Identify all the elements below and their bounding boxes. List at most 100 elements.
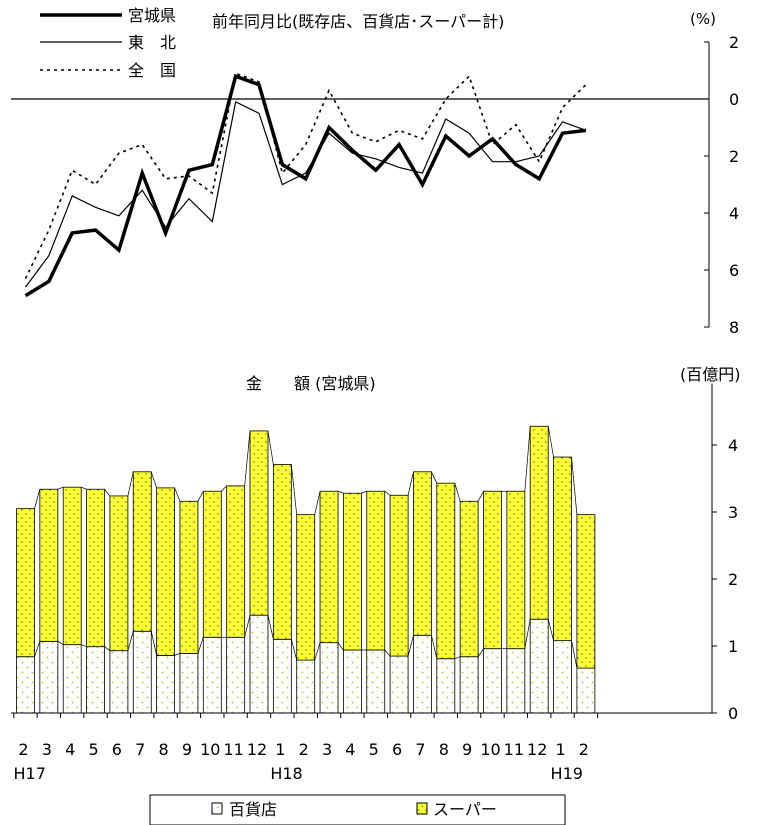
series-connector [81, 644, 87, 647]
series-connector [337, 642, 344, 651]
series-connector [34, 641, 41, 657]
bar-supermarket [156, 487, 176, 656]
line-chart-title: 前年同月比(既存店、百貨店･スーパー計) [212, 12, 504, 31]
series-connector [291, 464, 298, 515]
series-connector [407, 635, 414, 657]
series-connector [244, 430, 251, 486]
series-connector [524, 426, 531, 492]
bar-department [62, 644, 82, 714]
bar-x-tick-label: 4 [65, 740, 75, 759]
series-connector [104, 646, 111, 651]
bar-department [459, 656, 479, 714]
era-label: H18 [270, 764, 302, 783]
bar-x-tick-label: 11 [504, 740, 524, 759]
bar-y-tick-label: 4 [728, 436, 738, 455]
line-y-tick-label: 2 [729, 33, 739, 52]
series-connector [361, 490, 367, 494]
series-connector [314, 642, 321, 661]
series-connector [104, 489, 111, 497]
bar-department [109, 650, 129, 714]
bar-x-tick-label: 9 [182, 740, 192, 759]
legend-label-miyagi: 宮城県 [128, 6, 176, 25]
series-connector [431, 635, 438, 659]
line-y-tick-label: 6 [729, 261, 739, 280]
bar-department [389, 655, 409, 714]
bar-chart-bars [16, 425, 596, 714]
series-connector [384, 649, 391, 657]
bar-department [553, 640, 572, 714]
series-connector [81, 486, 87, 490]
series-connector [150, 631, 157, 656]
series-connector [174, 487, 181, 502]
legend-label-national: 全 国 [128, 61, 176, 80]
series-connector [407, 471, 414, 496]
series-connector [267, 430, 274, 465]
bar-department [506, 648, 526, 714]
bar-department [342, 649, 362, 714]
bar-supermarket [459, 500, 479, 658]
bar-supermarket [319, 490, 339, 644]
bar-x-tick-label: 5 [369, 740, 379, 759]
series-connector [221, 485, 227, 492]
series-connector [547, 426, 554, 458]
bar-x-tick-label: 9 [462, 740, 472, 759]
series-connector [314, 491, 321, 515]
bar-supermarket [366, 490, 386, 651]
bar-department [249, 614, 269, 714]
bar-y-tick-label: 2 [728, 570, 738, 589]
bar-x-tick-label: 11 [223, 740, 243, 759]
bar-y-tick-label: 1 [728, 637, 738, 656]
series-connector [174, 653, 181, 656]
bar-y-tick-label: 3 [728, 503, 738, 522]
bar-supermarket [389, 494, 409, 657]
line-chart-y-axis: 2 0 2 4 6 8 [11, 33, 739, 337]
bar-supermarket [226, 485, 246, 638]
line-series-0 [24, 73, 587, 298]
legend-swatch-department [211, 802, 223, 815]
series-connector [57, 641, 64, 645]
bar-x-tick-label: 7 [415, 740, 425, 759]
bar-x-tick-label: 3 [322, 740, 332, 759]
bar-supermarket [342, 492, 362, 651]
line-chart-series [24, 72, 587, 298]
bar-supermarket [109, 495, 129, 652]
bar-chart-axes: 0 1 2 3 4 [11, 383, 738, 723]
series-connector [57, 486, 64, 490]
bar-x-tick-label: 12 [247, 740, 267, 759]
line-legend: 宮城県 東 北 全 国 [40, 6, 176, 80]
series-connector [337, 490, 344, 494]
bar-supermarket [506, 490, 526, 650]
bar-supermarket [413, 471, 432, 636]
line-y-tick-label: 8 [729, 318, 739, 337]
bar-supermarket [553, 456, 572, 642]
bar-x-tick-label: 1 [275, 740, 285, 759]
bar-department [202, 636, 222, 714]
bar-y-tick-label: 0 [728, 704, 738, 723]
bar-department [156, 654, 176, 714]
bar-department [366, 649, 386, 714]
legend-swatch-supermarket [416, 802, 428, 815]
era-label: H19 [551, 764, 583, 783]
yoy-line-chart: 前年同月比(既存店、百貨店･スーパー計) (%) 宮城県 東 北 全 国 202… [11, 6, 739, 337]
series-connector [150, 471, 157, 488]
bar-x-tick-label: 12 [527, 740, 547, 759]
bar-supermarket [16, 508, 35, 658]
line-series-1 [25, 100, 587, 288]
legend-label-department: 百貨店 [229, 800, 277, 819]
bar-chart-title: 金 額 (宮城県) [246, 374, 376, 393]
bar-x-tick-label: 4 [345, 740, 355, 759]
line-y-tick-label: 2 [729, 147, 739, 166]
series-connector [267, 615, 274, 640]
line-y-tick-label: 0 [729, 90, 739, 109]
bar-x-tick-label: 3 [42, 740, 52, 759]
bar-x-tick-label: 5 [88, 740, 98, 759]
bar-supermarket [249, 430, 269, 616]
bar-supermarket [296, 514, 316, 661]
series-connector [431, 471, 438, 484]
legend-label-supermarket: スーパー [433, 800, 497, 819]
bar-supermarket [576, 514, 596, 669]
bar-supermarket [202, 490, 222, 638]
bar-x-tick-label: 10 [480, 740, 500, 759]
